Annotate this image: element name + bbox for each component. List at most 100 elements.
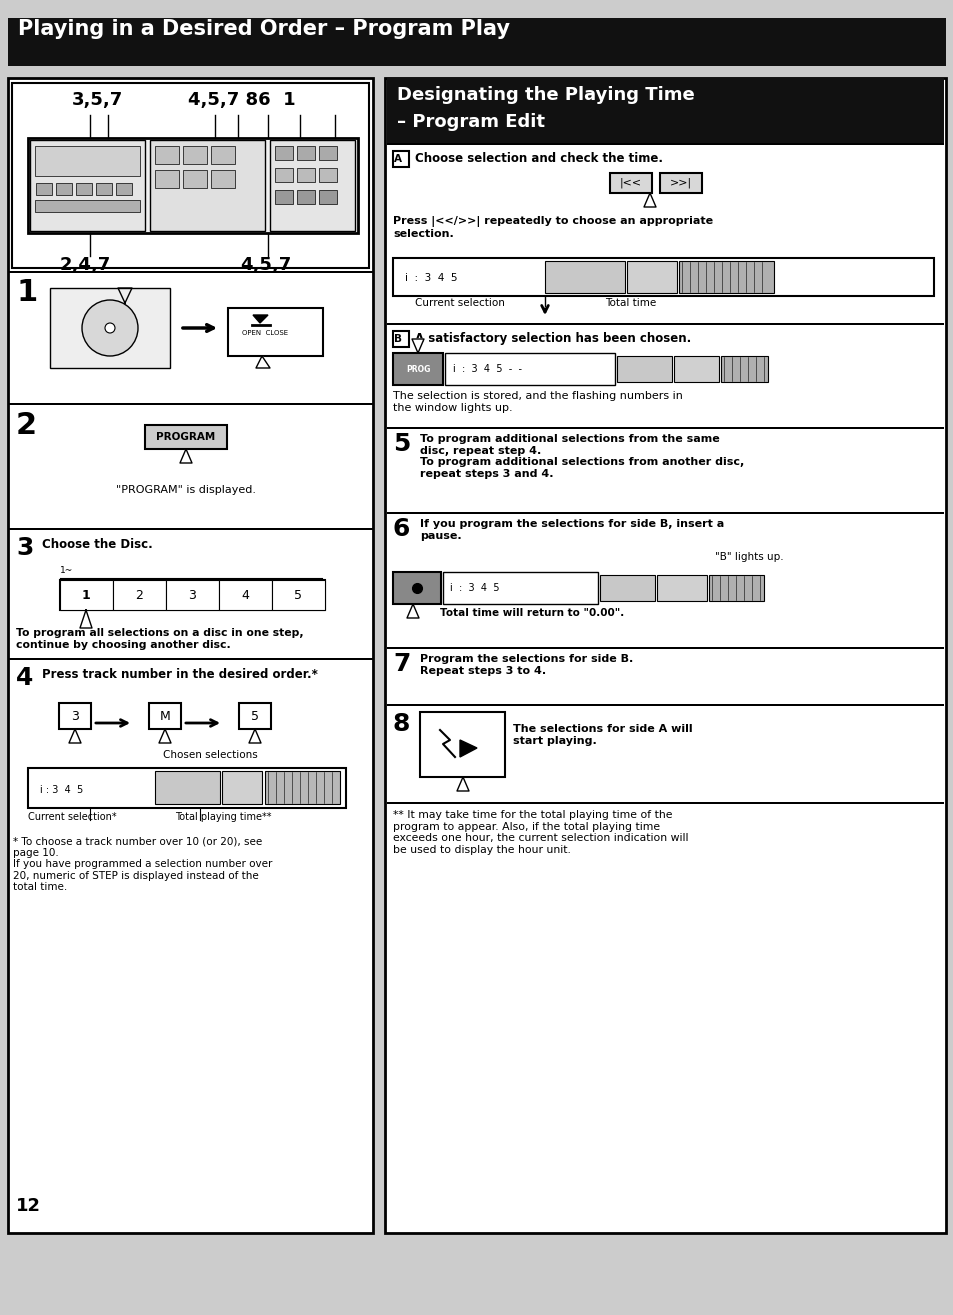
Bar [393, 331, 409, 347]
Polygon shape [69, 729, 81, 743]
Bar [296, 189, 314, 204]
Bar [274, 189, 293, 204]
Polygon shape [456, 777, 469, 792]
Bar [270, 139, 355, 231]
Bar [318, 189, 336, 204]
Text: 4: 4 [241, 589, 249, 601]
Text: Total playing time**: Total playing time** [174, 811, 272, 822]
Bar [150, 139, 265, 231]
Text: 3: 3 [16, 537, 33, 560]
Bar [183, 146, 207, 164]
Text: – Program Edit: – Program Edit [396, 113, 544, 132]
Polygon shape [459, 740, 476, 757]
Text: 5: 5 [393, 433, 410, 456]
Text: OPEN  CLOSE: OPEN CLOSE [242, 330, 288, 337]
Text: |<<: |<< [619, 178, 641, 188]
Text: PROGRAM: PROGRAM [156, 433, 215, 442]
Text: 1: 1 [82, 589, 91, 601]
Bar [35, 200, 140, 212]
Text: 2: 2 [135, 589, 143, 601]
Text: * To choose a track number over 10 (or 20), see
page 10.
If you have programmed : * To choose a track number over 10 (or 2… [13, 836, 273, 893]
Polygon shape [80, 610, 91, 629]
Bar [8, 529, 373, 530]
Bar [617, 356, 671, 381]
Bar [385, 78, 945, 1233]
Bar [35, 146, 140, 176]
Text: B: B [394, 334, 401, 345]
Bar [599, 575, 655, 601]
Text: A: A [394, 154, 401, 164]
Bar [112, 580, 166, 610]
Text: 12: 12 [16, 1197, 41, 1215]
Bar [166, 580, 219, 610]
Bar [393, 352, 442, 385]
Text: 6: 6 [393, 517, 410, 540]
Bar [30, 139, 145, 231]
Text: M: M [159, 710, 171, 722]
Bar [149, 704, 181, 729]
Text: 1~: 1~ [60, 565, 73, 575]
Bar [274, 168, 293, 181]
Polygon shape [180, 448, 192, 463]
Bar [544, 260, 624, 293]
Bar [8, 18, 945, 66]
Text: 3,5,7: 3,5,7 [71, 91, 123, 109]
Text: 3: 3 [71, 710, 79, 722]
Bar [272, 580, 325, 610]
Bar [8, 658, 373, 660]
Bar [239, 704, 271, 729]
Bar [28, 768, 346, 807]
Bar [296, 146, 314, 160]
Bar [708, 575, 763, 601]
Bar [8, 271, 373, 274]
Bar [387, 512, 943, 513]
Text: i : 3  4  5: i : 3 4 5 [40, 785, 83, 796]
Bar [36, 183, 52, 195]
Bar [145, 425, 227, 448]
Text: 1: 1 [16, 277, 37, 306]
Bar [222, 771, 262, 803]
Polygon shape [412, 339, 423, 352]
Bar [387, 647, 943, 648]
Bar [28, 138, 357, 233]
Bar [228, 308, 323, 356]
Text: To program additional selections from the same
disc, repeat step 4.
To program a: To program additional selections from th… [419, 434, 743, 479]
Bar [211, 146, 234, 164]
Text: 7: 7 [393, 652, 410, 676]
Bar [219, 580, 272, 610]
Text: A satisfactory selection has been chosen.: A satisfactory selection has been chosen… [415, 331, 691, 345]
Text: i  :  3  4  5  -  -: i : 3 4 5 - - [453, 364, 521, 373]
Text: "PROGRAM" is displayed.: "PROGRAM" is displayed. [116, 485, 255, 494]
Bar [387, 78, 943, 143]
Text: 2,4,7: 2,4,7 [60, 256, 112, 274]
Text: The selection is stored, and the flashing numbers in
the window lights up.: The selection is stored, and the flashin… [393, 391, 682, 413]
Bar [318, 168, 336, 181]
Bar [183, 170, 207, 188]
Polygon shape [253, 316, 268, 323]
Text: Press |<</>>| repeatedly to choose an appropriate
selection.: Press |<</>>| repeatedly to choose an ap… [393, 216, 713, 238]
Bar [96, 183, 112, 195]
Bar [679, 260, 773, 293]
Bar [393, 151, 409, 167]
Bar [387, 143, 943, 145]
Polygon shape [249, 729, 261, 743]
Bar [609, 174, 651, 193]
Bar [8, 402, 373, 405]
Text: 3: 3 [188, 589, 195, 601]
Circle shape [82, 300, 138, 356]
Text: If you program the selections for side B, insert a
pause.: If you program the selections for side B… [419, 519, 723, 540]
Bar [154, 146, 179, 164]
Bar [296, 168, 314, 181]
Bar [60, 580, 325, 610]
Bar [387, 802, 943, 803]
Bar [393, 572, 440, 604]
Polygon shape [255, 356, 270, 368]
Text: Choose selection and check the time.: Choose selection and check the time. [415, 153, 662, 164]
Text: Press track number in the desired order.*: Press track number in the desired order.… [42, 668, 317, 681]
Text: 8: 8 [393, 711, 410, 736]
Text: i  :  3  4  5: i : 3 4 5 [450, 583, 499, 593]
Bar [50, 288, 170, 368]
Text: 4,5,7: 4,5,7 [240, 256, 291, 274]
Bar [444, 352, 615, 385]
Bar [419, 711, 504, 777]
